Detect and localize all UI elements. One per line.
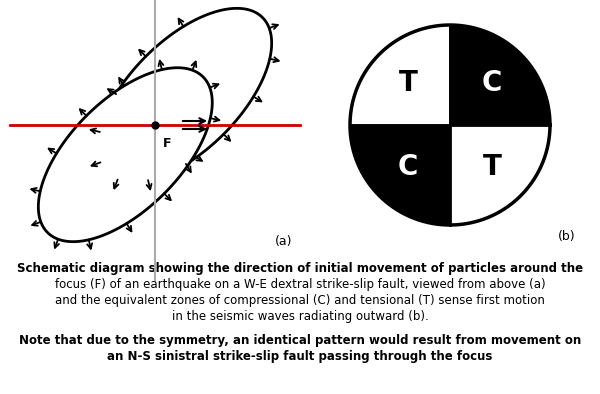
- Text: C: C: [398, 153, 418, 181]
- Polygon shape: [450, 25, 550, 125]
- Text: (a): (a): [275, 235, 293, 248]
- Polygon shape: [98, 8, 272, 182]
- Polygon shape: [350, 25, 550, 225]
- Text: an N-S sinistral strike-slip fault passing through the focus: an N-S sinistral strike-slip fault passi…: [107, 350, 493, 363]
- Text: T: T: [398, 69, 418, 97]
- Polygon shape: [38, 68, 212, 242]
- Polygon shape: [350, 125, 450, 225]
- Text: T: T: [482, 153, 502, 181]
- Text: F: F: [163, 137, 172, 150]
- Text: C: C: [482, 69, 502, 97]
- Text: Schematic diagram showing the direction of initial movement of particles around : Schematic diagram showing the direction …: [17, 262, 583, 275]
- Text: and the equivalent zones of compressional (C) and tensional (T) sense first moti: and the equivalent zones of compressiona…: [55, 294, 545, 307]
- Text: focus (F) of an earthquake on a W-E dextral strike-slip fault, viewed from above: focus (F) of an earthquake on a W-E dext…: [55, 278, 545, 291]
- Text: Note that due to the symmetry, an identical pattern would result from movement o: Note that due to the symmetry, an identi…: [19, 334, 581, 347]
- Text: in the seismic waves radiating outward (b).: in the seismic waves radiating outward (…: [172, 310, 428, 323]
- Text: (b): (b): [558, 230, 575, 243]
